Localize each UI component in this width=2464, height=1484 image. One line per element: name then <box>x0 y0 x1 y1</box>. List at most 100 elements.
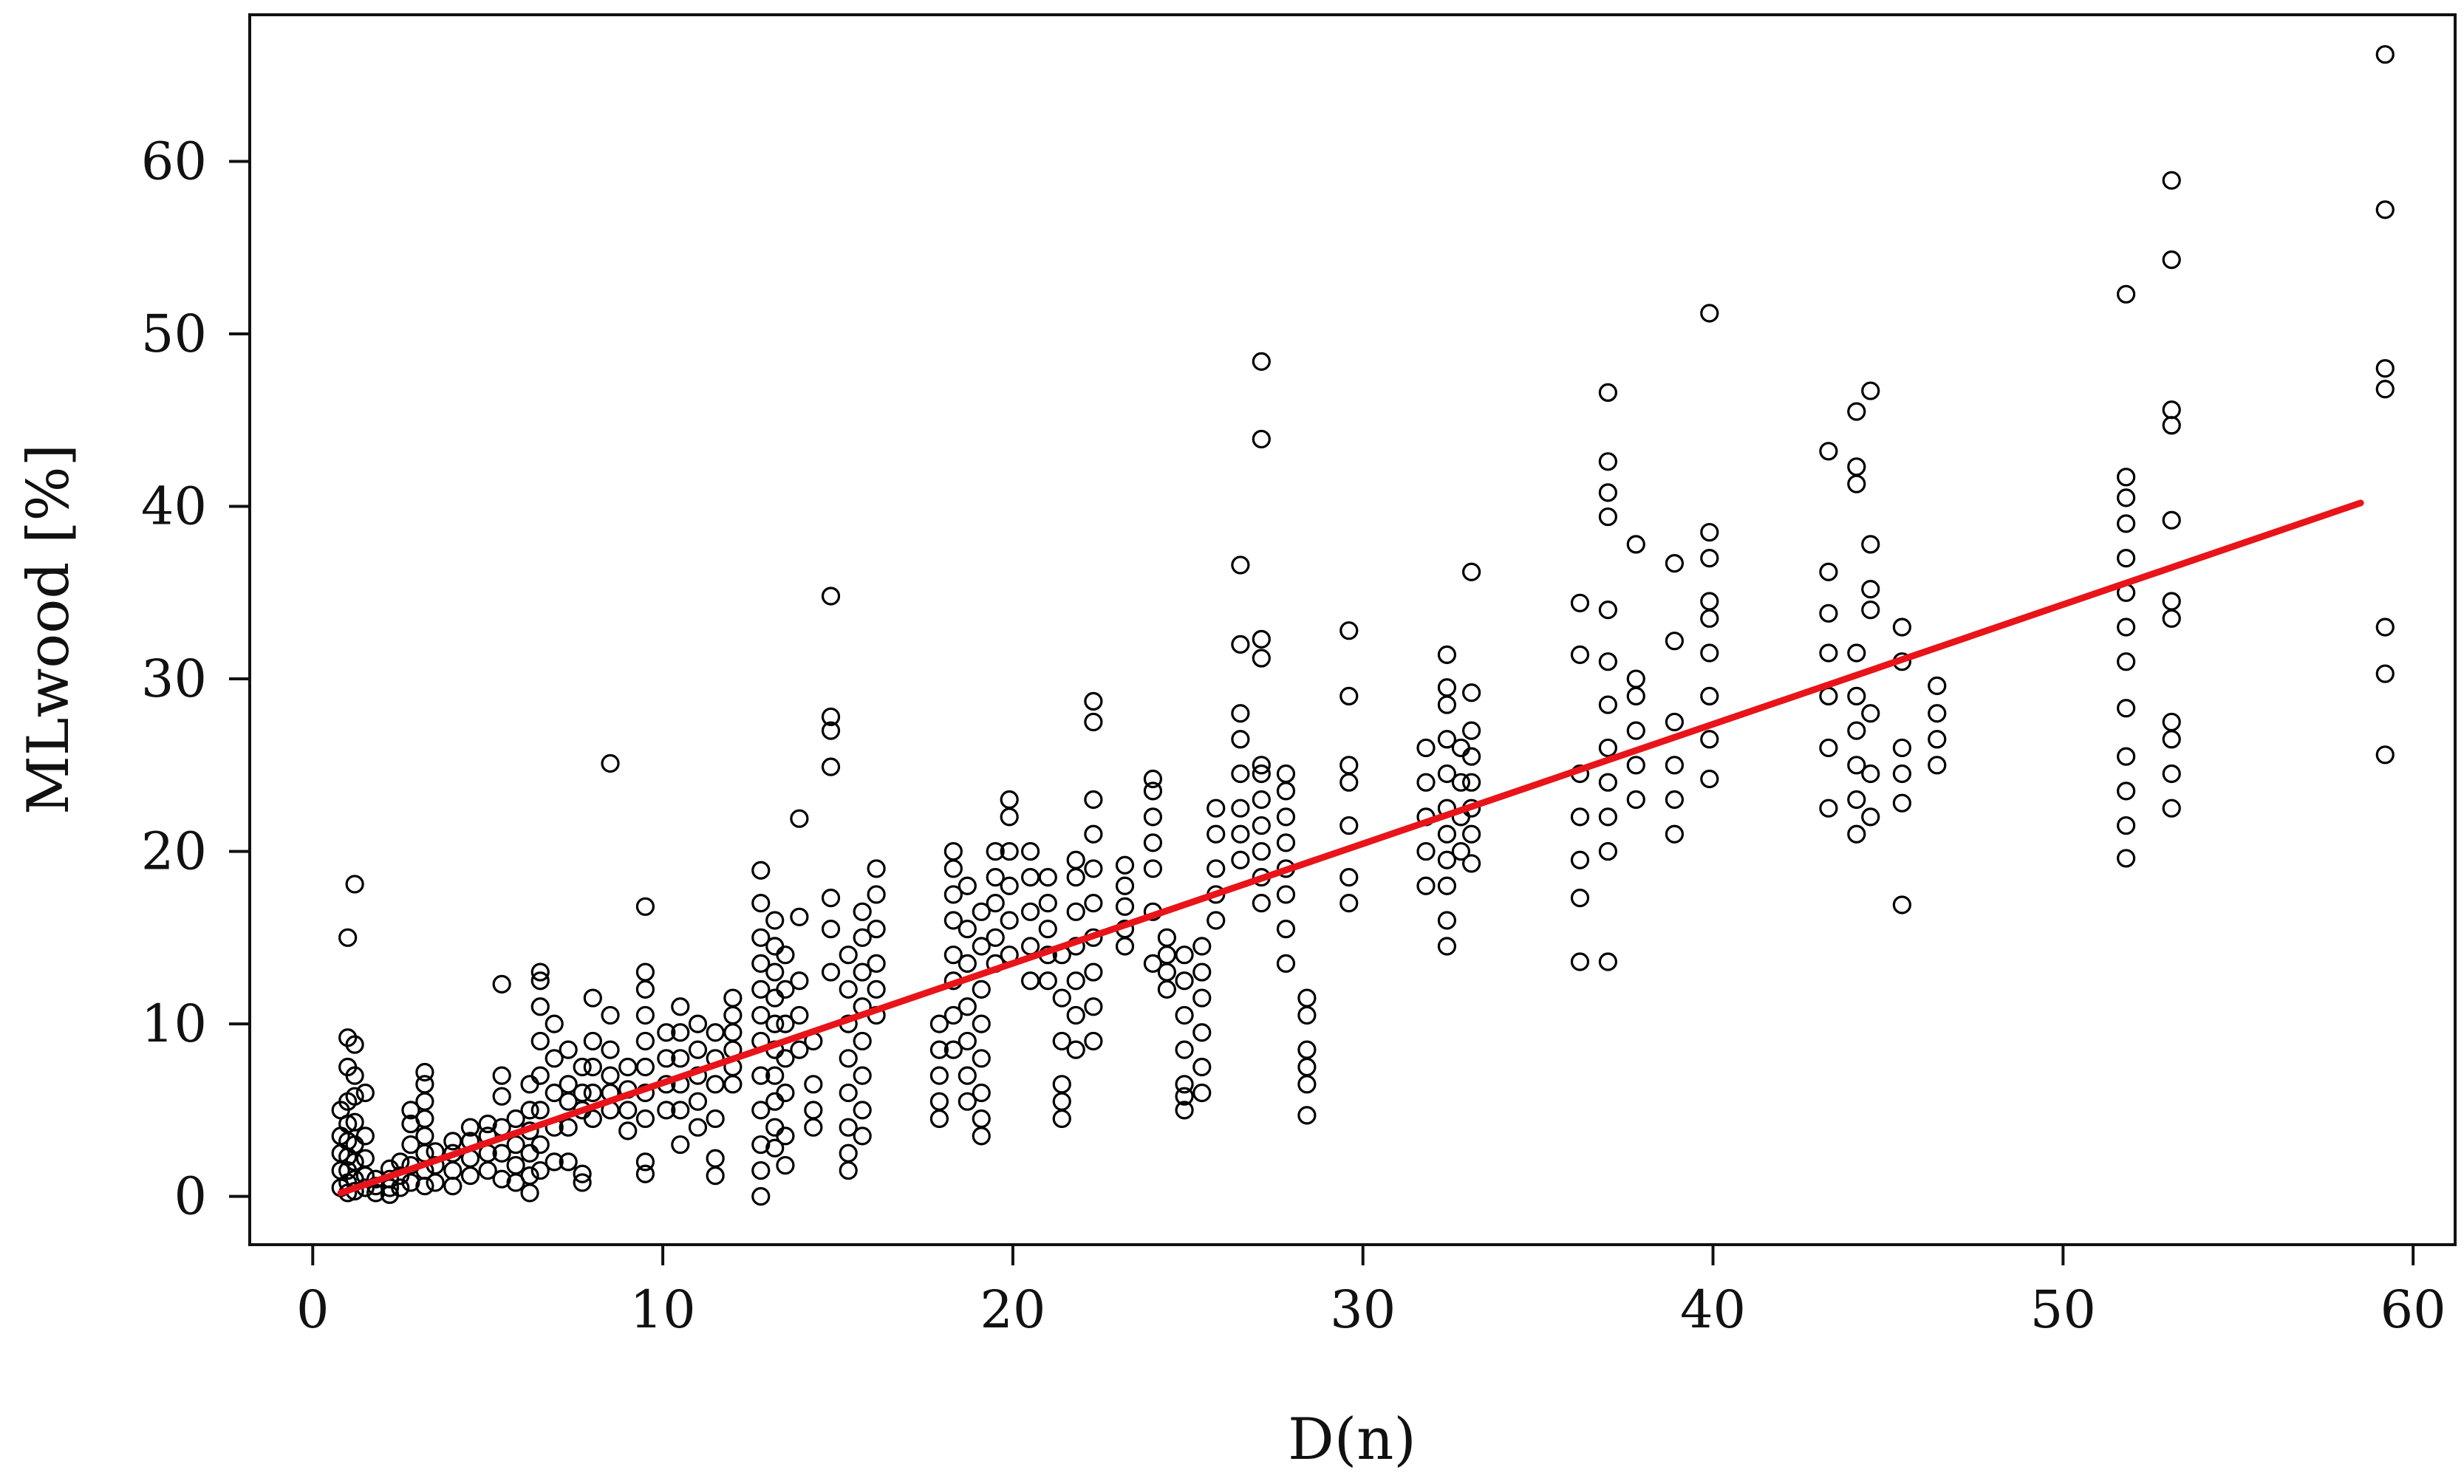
data-point <box>415 1075 434 1094</box>
data-point <box>671 997 690 1016</box>
data-point <box>2162 171 2181 190</box>
data-point <box>1115 897 1135 916</box>
data-point <box>1084 962 1103 982</box>
data-point <box>1297 1106 1317 1125</box>
data-point <box>1437 911 1457 930</box>
data-point <box>1626 686 1645 706</box>
data-point <box>583 988 602 1008</box>
data-point <box>765 1118 785 1137</box>
data-point <box>1143 833 1163 852</box>
data-point <box>657 1049 676 1068</box>
data-point <box>751 861 771 880</box>
data-point <box>1819 603 1838 623</box>
data-point <box>573 1173 592 1192</box>
data-point <box>688 1118 708 1137</box>
data-point <box>1175 971 1194 991</box>
data-point <box>2162 799 2181 818</box>
data-point <box>958 997 977 1016</box>
data-point <box>1276 807 1296 827</box>
data-point <box>671 1135 690 1155</box>
data-point <box>688 1014 708 1033</box>
data-point <box>1052 988 1071 1008</box>
data-point <box>943 885 963 904</box>
data-point <box>1819 562 1838 581</box>
plot-frame <box>248 13 2457 1246</box>
data-point <box>706 1023 725 1042</box>
data-point <box>401 1101 420 1120</box>
data-point <box>853 928 872 947</box>
data-point <box>1437 730 1457 749</box>
data-point <box>635 897 655 916</box>
data-point <box>1700 730 1719 749</box>
data-point <box>530 1066 550 1085</box>
data-point <box>1928 756 1947 775</box>
data-point <box>943 841 963 861</box>
data-point <box>986 868 1005 887</box>
data-point <box>765 1138 785 1158</box>
data-point <box>530 1135 550 1155</box>
data-point <box>1192 937 1212 956</box>
data-point <box>1700 769 1719 789</box>
data-point <box>929 1109 949 1129</box>
data-point <box>601 753 620 773</box>
data-point <box>1847 643 1866 663</box>
data-point <box>530 1031 550 1051</box>
data-point <box>671 1023 690 1042</box>
data-point <box>1819 738 1838 758</box>
data-point <box>1297 1057 1317 1077</box>
data-point <box>972 1014 991 1033</box>
data-point <box>1339 773 1359 792</box>
data-point <box>821 707 841 727</box>
data-point <box>492 1087 511 1106</box>
data-point <box>804 1101 823 1120</box>
data-point <box>1598 738 1617 758</box>
data-point <box>657 1101 676 1120</box>
data-point <box>1276 885 1296 904</box>
data-point <box>415 1109 434 1129</box>
data-point <box>1928 676 1947 695</box>
data-point <box>492 1066 511 1085</box>
data-point <box>972 979 991 999</box>
data-point <box>635 962 655 982</box>
data-point <box>821 721 841 740</box>
data-point <box>573 1057 592 1077</box>
data-point <box>2375 380 2395 399</box>
data-point <box>972 937 991 956</box>
data-point <box>1665 824 1685 844</box>
data-point <box>2375 664 2395 683</box>
data-point <box>345 875 364 894</box>
data-point <box>520 1166 539 1186</box>
data-point <box>1339 621 1359 640</box>
data-point <box>415 1126 434 1146</box>
data-point <box>1416 841 1436 861</box>
y-axis-title: MLwood [%] <box>16 444 82 815</box>
data-point <box>821 587 841 606</box>
data-point <box>1084 790 1103 810</box>
data-point <box>2117 488 2136 507</box>
data-point <box>958 920 977 939</box>
data-point <box>821 962 841 982</box>
data-point <box>1000 876 1019 895</box>
data-point <box>765 1014 785 1033</box>
data-point <box>751 979 771 999</box>
data-point <box>1252 841 1271 861</box>
data-point <box>776 1049 795 1068</box>
data-point <box>1231 555 1250 575</box>
data-point <box>1143 769 1163 789</box>
data-point <box>1570 889 1590 908</box>
data-point <box>545 1049 564 1068</box>
data-point <box>1861 601 1880 620</box>
data-point <box>1297 1040 1317 1059</box>
data-point <box>1598 483 1617 502</box>
data-point <box>821 889 841 908</box>
data-point <box>2162 764 2181 784</box>
data-point <box>2162 730 2181 749</box>
data-point <box>688 1040 708 1059</box>
y-tick-label: 50 <box>141 304 207 364</box>
data-point <box>635 1057 655 1077</box>
data-point <box>545 1152 564 1172</box>
data-point <box>1066 868 1085 887</box>
data-point <box>1665 756 1685 775</box>
data-point <box>2117 284 2136 304</box>
data-point <box>2162 592 2181 611</box>
